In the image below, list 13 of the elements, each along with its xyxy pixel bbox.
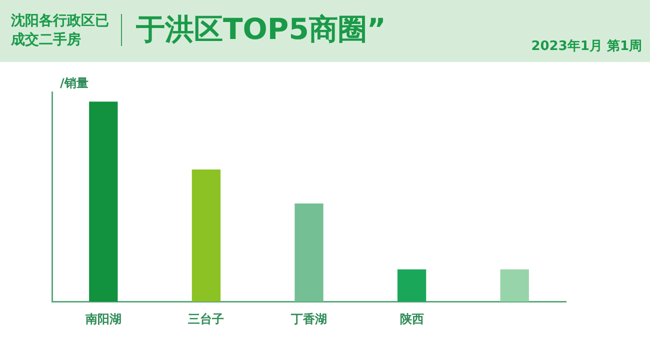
chart-title: 于洪区TOP5商圈”: [136, 11, 386, 48]
bar: [192, 170, 221, 302]
chart-subtitle: 2023年1月 第1周: [531, 38, 642, 55]
text: 沈阳各行政区已成交二手房: [11, 12, 110, 50]
x-tick-label: 丁香湖: [290, 312, 327, 326]
x-tick-label: 三台子: [188, 312, 224, 326]
bar: [397, 269, 426, 302]
y-axis-title: /销量: [60, 76, 88, 90]
bar: [294, 203, 324, 302]
x-tick-label: 陕西: [400, 312, 424, 326]
x-tick-label: 南阳湖: [84, 312, 122, 326]
bar: [89, 102, 118, 302]
bar: [500, 269, 529, 302]
